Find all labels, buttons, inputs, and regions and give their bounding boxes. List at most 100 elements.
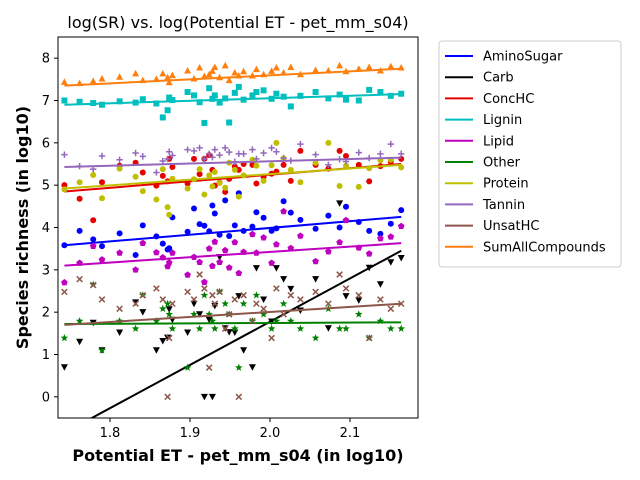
data-point xyxy=(183,363,192,371)
data-point xyxy=(139,222,146,229)
data-point xyxy=(225,76,233,84)
data-point xyxy=(297,296,304,303)
data-point xyxy=(208,317,217,325)
data-point xyxy=(280,93,287,100)
legend-label: SumAllCompounds xyxy=(483,240,606,255)
data-point xyxy=(131,324,140,332)
fit-line-sumallcompounds xyxy=(64,67,402,87)
data-point xyxy=(336,147,343,154)
data-point xyxy=(159,240,166,247)
data-point xyxy=(196,221,203,228)
data-point xyxy=(184,288,191,296)
data-point xyxy=(365,250,373,257)
data-point xyxy=(235,363,243,371)
data-point xyxy=(336,200,344,207)
data-point xyxy=(168,324,177,332)
data-point xyxy=(132,252,139,259)
data-point xyxy=(248,364,256,371)
legend: AminoSugar Carb ConcHC Lignin Lipid Other Prot… xyxy=(438,40,622,268)
data-point xyxy=(205,310,213,318)
data-point xyxy=(287,317,295,325)
data-point xyxy=(163,299,172,307)
data-point xyxy=(159,337,167,345)
data-point xyxy=(139,188,146,195)
data-point xyxy=(164,155,171,163)
data-point xyxy=(377,296,384,303)
data-point xyxy=(208,393,216,401)
data-point xyxy=(205,245,213,252)
data-point xyxy=(75,317,84,325)
data-point xyxy=(196,99,203,106)
legend-item-carb: Carb xyxy=(445,71,514,86)
data-point xyxy=(169,249,176,256)
data-point xyxy=(259,310,268,318)
data-point xyxy=(196,144,203,152)
data-point xyxy=(297,92,304,99)
data-point xyxy=(209,262,216,269)
data-point xyxy=(222,188,229,195)
y-tick-label: 3 xyxy=(42,263,50,278)
data-point xyxy=(152,347,160,354)
legend-label: Lignin xyxy=(483,113,522,128)
data-point xyxy=(89,242,97,249)
data-point xyxy=(387,92,394,99)
legend-label: UnsatHC xyxy=(483,219,539,234)
y-tick-label: 7 xyxy=(42,94,50,109)
data-point xyxy=(273,139,280,146)
axis-ticks: 1.8 1.9 2.0 2.1 0 1 2 3 4 5 6 7 8 xyxy=(42,52,361,441)
data-point xyxy=(260,234,267,241)
data-point xyxy=(387,259,395,266)
data-point xyxy=(312,66,320,74)
data-point xyxy=(342,285,350,292)
data-point xyxy=(280,310,287,318)
data-point xyxy=(235,83,242,90)
data-point xyxy=(60,78,68,85)
legend-item-lignin: Lignin xyxy=(445,113,522,128)
data-point xyxy=(240,347,248,354)
data-point xyxy=(273,285,280,292)
data-point xyxy=(153,196,160,203)
data-point xyxy=(206,150,213,158)
data-point xyxy=(231,222,238,229)
data-point xyxy=(164,73,172,81)
data-point xyxy=(201,191,208,198)
data-point xyxy=(312,257,319,265)
data-point xyxy=(159,157,166,165)
data-point xyxy=(211,210,218,217)
data-point xyxy=(397,254,405,262)
data-point xyxy=(235,269,243,277)
data-point xyxy=(355,291,363,299)
data-point xyxy=(116,98,123,105)
data-point xyxy=(387,233,395,240)
fit-line-lipid xyxy=(64,242,402,267)
data-point xyxy=(366,227,373,234)
data-point xyxy=(169,163,176,170)
y-tick-label: 5 xyxy=(42,179,50,194)
data-point xyxy=(272,265,280,272)
data-point xyxy=(312,225,319,232)
data-point xyxy=(297,216,304,223)
x-tick-label: 2.0 xyxy=(260,426,281,441)
data-point xyxy=(398,207,405,214)
data-point xyxy=(166,148,173,155)
y-tick-label: 1 xyxy=(42,348,50,363)
data-point xyxy=(273,90,280,97)
data-point xyxy=(190,300,198,308)
data-point xyxy=(200,72,208,79)
data-point xyxy=(164,107,171,114)
data-point xyxy=(253,300,260,308)
legend-box xyxy=(438,40,622,268)
data-point xyxy=(273,240,280,248)
data-point xyxy=(98,152,106,160)
data-point xyxy=(312,159,319,166)
data-point xyxy=(336,224,343,231)
data-point xyxy=(201,155,208,163)
data-point xyxy=(343,203,349,210)
data-point xyxy=(253,89,260,96)
data-point xyxy=(190,147,198,155)
data-point xyxy=(98,256,106,263)
data-point xyxy=(260,296,268,303)
data-point xyxy=(287,209,294,216)
chart-title: log(SR) vs. log(Potential ET - pet_mm_s0… xyxy=(67,13,408,33)
